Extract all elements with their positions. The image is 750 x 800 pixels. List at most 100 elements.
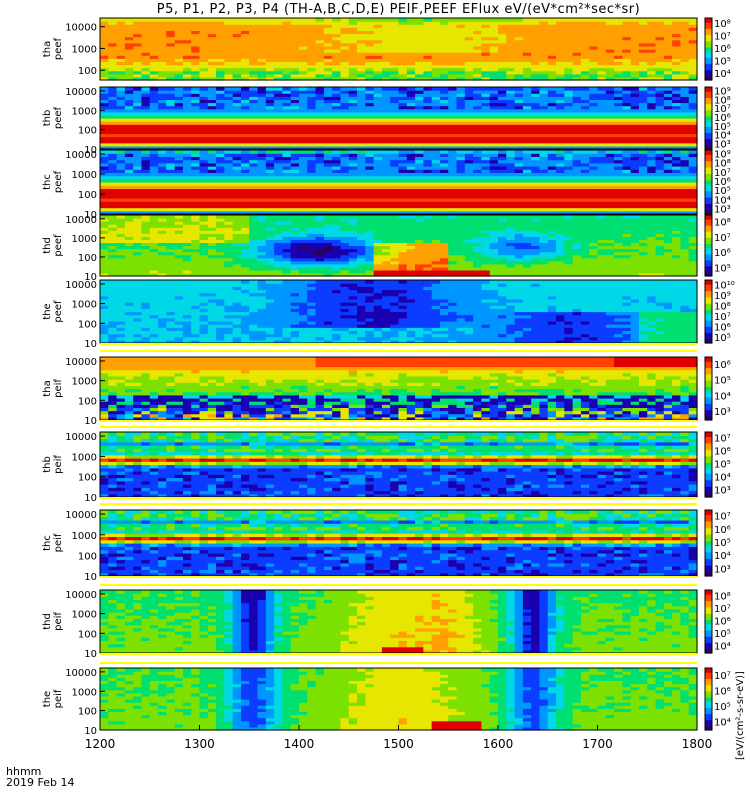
heatmap-cell xyxy=(589,87,599,91)
heatmap-cell xyxy=(199,33,209,38)
heatmap-cells xyxy=(100,150,698,215)
heatmap-cell xyxy=(506,49,516,53)
heatmap-cell xyxy=(265,45,275,50)
heatmap-cell xyxy=(149,215,159,219)
heatmap-cell xyxy=(423,87,433,91)
heatmap-cell xyxy=(116,30,126,35)
heatmap-cell xyxy=(365,21,375,25)
heatmap-cell xyxy=(514,30,524,35)
heatmap-cell xyxy=(406,24,416,28)
heatmap-cell xyxy=(340,42,350,47)
heatmap-cell xyxy=(133,30,143,35)
heatmap-cell xyxy=(124,27,134,31)
heatmap-cell xyxy=(332,70,342,75)
heatmap-cell xyxy=(232,55,242,59)
heatmap-cell xyxy=(332,150,342,154)
heatmap-cell xyxy=(158,27,167,31)
heatmap-cell xyxy=(506,18,516,22)
heatmap-cell xyxy=(539,45,549,50)
heatmap-cell xyxy=(423,36,433,41)
heatmap-cell xyxy=(158,58,167,62)
heatmap-cell xyxy=(522,30,532,35)
heatmap-cell xyxy=(149,73,159,78)
heatmap-cell xyxy=(265,33,275,38)
heatmap-cell xyxy=(249,42,259,47)
heatmap-cell xyxy=(539,18,549,22)
heatmap-cell xyxy=(332,52,342,56)
heatmap-cell xyxy=(232,42,242,47)
heatmap-cell xyxy=(224,33,234,38)
heatmap-cell xyxy=(348,49,358,53)
heatmap-cell xyxy=(531,70,541,75)
heatmap-cell xyxy=(307,73,317,78)
heatmap-cell xyxy=(464,150,474,154)
heatmap-cell xyxy=(564,27,574,31)
heatmap-cell xyxy=(133,76,143,81)
heatmap-cell xyxy=(108,64,118,69)
heatmap-cell xyxy=(381,18,391,22)
heatmap-cell xyxy=(373,70,383,75)
heatmap-cell xyxy=(647,87,657,91)
heatmap-cell xyxy=(174,70,184,75)
heatmap-cell xyxy=(489,55,499,59)
heatmap-cell xyxy=(398,21,408,25)
heatmap-cell xyxy=(240,18,250,22)
heatmap-cell xyxy=(539,55,549,59)
heatmap-cell xyxy=(398,52,408,56)
heatmap-cell xyxy=(638,18,648,22)
heatmap-cell xyxy=(141,18,151,22)
heatmap-cell xyxy=(174,55,184,59)
heatmap-cell xyxy=(290,215,300,219)
heatmap-cell xyxy=(340,73,350,78)
heatmap-cell xyxy=(299,49,308,53)
heatmap-cell xyxy=(456,27,466,31)
heatmap-cell xyxy=(348,70,358,75)
heatmap-cell xyxy=(431,87,441,91)
heatmap-cell xyxy=(257,76,267,81)
heatmap-cell xyxy=(299,36,308,41)
heatmap-cell xyxy=(116,24,126,28)
heatmap-cell xyxy=(348,67,358,72)
heatmap-cell xyxy=(498,21,507,25)
heatmap-cell xyxy=(340,67,350,72)
heatmap-cell xyxy=(166,73,176,78)
heatmap-cell xyxy=(249,61,259,66)
heatmap-cell xyxy=(498,18,507,22)
heatmap-cell xyxy=(315,150,325,154)
heatmap-cell xyxy=(456,150,466,154)
heatmap-cell xyxy=(207,67,217,72)
heatmap-cell xyxy=(116,67,126,72)
heatmap-cell xyxy=(282,45,292,50)
heatmap-cell xyxy=(315,49,325,53)
heatmap-cell xyxy=(688,87,698,91)
heatmap-cell xyxy=(564,52,574,56)
heatmap-cell xyxy=(240,76,250,81)
heatmap-cell xyxy=(332,24,342,28)
heatmap-cell xyxy=(473,30,483,35)
heatmap-cell xyxy=(116,55,126,59)
heatmap-cell xyxy=(398,58,408,62)
heatmap-cell xyxy=(141,30,151,35)
heatmap-cell xyxy=(431,45,441,50)
heatmap-cell xyxy=(464,64,474,69)
heatmap-cell xyxy=(373,33,383,38)
heatmap-cell xyxy=(522,67,532,72)
heatmap-cell xyxy=(149,49,159,53)
heatmap-cell xyxy=(158,36,167,41)
heatmap-cell xyxy=(456,21,466,25)
heatmap-cell xyxy=(365,64,375,69)
heatmap-cell xyxy=(381,67,391,72)
heatmap-cell xyxy=(522,58,532,62)
heatmap-cell xyxy=(182,21,192,25)
heatmap-cell xyxy=(373,36,383,41)
heatmap-cell xyxy=(564,55,574,59)
heatmap-cell xyxy=(323,52,333,56)
heatmap-cell xyxy=(547,33,557,38)
heatmap-cell xyxy=(663,150,673,154)
heatmap-cell xyxy=(332,76,342,81)
heatmap-cell xyxy=(622,150,632,154)
heatmap-cell xyxy=(614,18,623,22)
heatmap-cell xyxy=(489,45,499,50)
heatmap-cell xyxy=(539,58,549,62)
heatmap-cell xyxy=(191,58,201,62)
